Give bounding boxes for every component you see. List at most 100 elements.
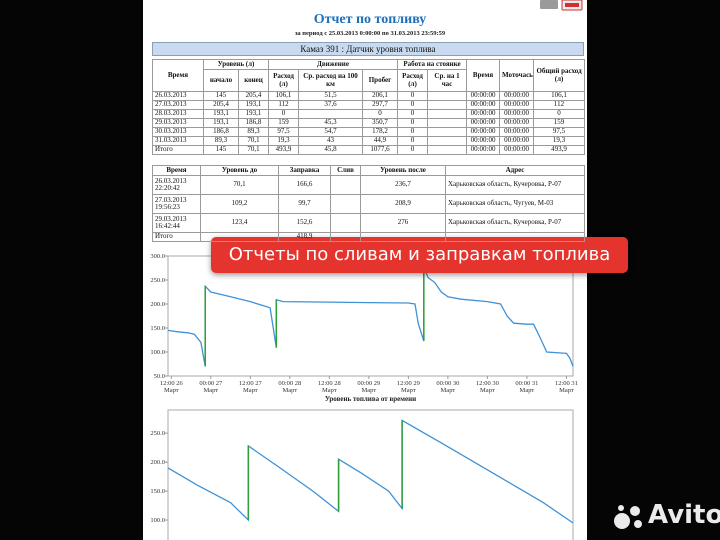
header-cell: Движение: [267, 59, 399, 70]
header-cell: Ср. расход на 100 км: [298, 69, 363, 92]
cell: 112: [268, 100, 299, 110]
cell: 54,7: [298, 127, 363, 137]
data-row: 26.03.2013 145 205,4 106,1 51,5 206,1 0 00:00:0…: [152, 91, 586, 101]
header-cell: Моточасы: [499, 59, 535, 92]
cell: 31.03.2013: [152, 136, 204, 146]
cell: 493,9: [268, 145, 299, 155]
x-tick-label: 00:00 27 Март: [199, 380, 223, 394]
cell: 28.03.2013: [152, 109, 204, 119]
cell: 236,7: [360, 175, 446, 195]
data-row: 29.03.2013 193,1 186,8 159 45,3 350,7 0 00:00:0…: [152, 118, 586, 128]
header-row: Время Уровень (л) Движение Работа на стоянк…: [152, 59, 586, 92]
cell: 297,7: [361, 100, 399, 110]
cell: 193,1: [238, 100, 269, 110]
cell: 99,7: [278, 194, 331, 214]
chart-title: Уровень топлива от времени: [325, 395, 416, 403]
header-cell: Время: [152, 59, 204, 92]
cell: 27.03.2013 19:56:23: [152, 194, 201, 214]
cell: 00:00:00: [466, 127, 501, 137]
cell: 493,9: [533, 145, 586, 155]
cell: 0: [397, 136, 429, 146]
data-row: 27.03.2013 19:56:23 109,2 99,7 208,9 Харьков…: [152, 194, 585, 214]
cell: 37,6: [298, 100, 363, 110]
cell: 19,3: [533, 136, 586, 146]
cell: 193,1: [203, 118, 239, 128]
cell: 0: [397, 100, 429, 110]
x-tick-label: 12:00 29 Март: [396, 380, 420, 394]
cell: 0: [268, 109, 299, 119]
report-title: Отчет по топливу: [313, 12, 427, 27]
cell: 152,6: [278, 213, 331, 233]
cell: 112: [533, 100, 586, 110]
report-period: за период с 25.03.2013 0:00:00 по 31.03.…: [294, 30, 446, 37]
cell: 00:00:00: [499, 91, 535, 101]
table-body: Время Уровень (л) Движение Работа на стоянк…: [152, 59, 586, 155]
cell: [427, 91, 468, 101]
cell: [427, 109, 468, 119]
fuel-level-line: [167, 267, 574, 367]
cell: [445, 232, 585, 242]
cell: 45,3: [298, 118, 363, 128]
cell: 00:00:00: [499, 100, 535, 110]
plot-frame: [167, 255, 574, 377]
cell: 350,7: [361, 118, 399, 128]
cell: 178,2: [361, 127, 399, 137]
cell: 97,5: [268, 127, 299, 137]
cell: 00:00:00: [466, 145, 501, 155]
cell: 00:00:00: [499, 145, 535, 155]
cell: 145: [203, 91, 239, 101]
x-tick-label: 00:00 28 Март: [278, 380, 302, 394]
y-tick-label: 150.0: [150, 325, 165, 332]
cell: 206,1: [361, 91, 399, 101]
cell: [330, 175, 361, 195]
header-cell: конец: [238, 69, 269, 92]
header-cell: Уровень до: [200, 165, 279, 176]
cell: 1077,6: [361, 145, 399, 155]
cell: 418,9: [278, 232, 331, 242]
cell: 89,3: [238, 127, 269, 137]
cell: 00:00:00: [466, 136, 501, 146]
toolbar-icons: [540, 0, 583, 11]
cell: 19,3: [268, 136, 299, 146]
header-cell: Заправка: [278, 165, 331, 176]
cell: 106,1: [268, 91, 299, 101]
y-tick-label: 250.0: [150, 277, 165, 284]
header-cell: Общий расход (л): [533, 59, 586, 92]
cell: 186,8: [238, 118, 269, 128]
cell: [360, 232, 446, 242]
cell: 44,9: [361, 136, 399, 146]
data-row: 27.03.2013 205,4 193,1 112 37,6 297,7 0 00:00:0…: [152, 100, 586, 110]
cell: 0: [361, 109, 399, 119]
pdf-icon-badge: [565, 3, 579, 7]
cell: 145: [203, 145, 239, 155]
cell: Харьковская область, Кучеровка, Р-07: [445, 213, 585, 233]
cell: [427, 145, 468, 155]
header-cell: Пробег: [361, 69, 399, 92]
header-cell: Расход (л): [268, 69, 299, 92]
y-tick-label: 200.0: [150, 459, 165, 466]
header-cell: Время: [466, 59, 501, 92]
x-tick-label: 00:00 29 Март: [357, 380, 381, 394]
cell: [427, 136, 468, 146]
fuel-summary-table: Время Уровень (л) Движение Работа на стоянк…: [152, 59, 586, 155]
cell: Итого: [152, 232, 201, 242]
cell: 43: [298, 136, 363, 146]
print-icon[interactable]: [540, 0, 558, 9]
cell: 27.03.2013: [152, 100, 204, 110]
header-cell: Уровень после: [360, 165, 446, 176]
cell: [200, 232, 279, 242]
y-tick-label: 100.0: [150, 349, 165, 356]
x-tick-label: 12:00 31 Март: [554, 380, 578, 394]
x-tick-label: 12:00 26 Март: [159, 380, 183, 394]
cell: 00:00:00: [466, 100, 501, 110]
header-cell: Адрес: [445, 165, 585, 176]
cell: 205,4: [203, 100, 239, 110]
header-row: начало конец Расход (л) Ср. расход на 100 к…: [153, 69, 585, 92]
cell: 51,5: [298, 91, 363, 101]
cell: 00:00:00: [499, 109, 535, 119]
cell: 193,1: [238, 109, 269, 119]
cell: Харьковская область, Чугуев, М-03: [445, 194, 585, 214]
cell: [330, 232, 361, 242]
